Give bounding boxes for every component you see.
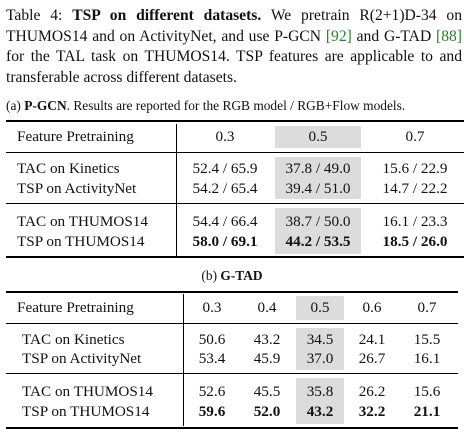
pgcn-cell: 39.4 / 51.0 [285,180,351,197]
gtad-header-highlight [296,296,344,320]
gtad-cell: 26.2 [358,383,386,400]
gtad-cell: 15.6 [413,383,441,400]
caption-text-1: We pretrain R(2+1)D-34 on THUMOS14 and o… [6,7,462,45]
pgcn-header-col-2: 0.5 [308,128,328,145]
gtad-cell: 34.5 [306,331,334,348]
pgcn-cell: 52.4 / 65.9 [192,160,258,177]
gtad-cell: 43.2 [253,331,281,348]
gtad-cell-best: 59.6 [198,403,226,420]
pgcn-cell-best: 44.2 / 53.5 [285,233,351,250]
pgcn-subcaption-prefix: (a) [6,98,21,113]
gtad-cell-best: 32.2 [358,403,386,420]
pgcn-row-label: TAC on THUMOS14 [17,213,148,230]
gtad-header-row-label: Feature Pretraining [17,299,134,316]
gtad-header-col-4: 0.6 [362,299,382,316]
pgcn-header-highlight [275,126,361,148]
pgcn-subcaption-name: P-GCN [24,98,67,113]
pgcn-cell: 14.7 / 22.2 [382,180,448,197]
pgcn-row-label: TSP on THUMOS14 [17,233,145,250]
gtad-cell: 35.8 [306,383,334,400]
gtad-group2-highlight [296,378,344,424]
pgcn-subcaption: (a) P-GCN. Results are reported for the … [6,98,464,114]
pgcn-cell-best: 18.5 / 26.0 [382,233,448,250]
caption-label: Table 4: [6,7,63,24]
pgcn-group2-highlight [275,208,361,254]
pgcn-cell: 15.6 / 22.9 [382,160,448,177]
caption-text-2: and G-TAD [356,27,432,45]
pgcn-header-col-3: 0.7 [405,128,425,145]
gtad-group1-highlight [296,328,344,370]
gtad-cell: 37.0 [306,350,334,367]
pgcn-subcaption-rest: . Results are reported for the RGB model… [66,98,406,113]
gtad-subcaption-prefix: (b) [201,268,218,283]
pgcn-cell: 37.8 / 49.0 [285,160,351,177]
pgcn-column-divider [176,124,177,256]
gtad-cell-best: 21.1 [413,403,441,420]
gtad-header-col-5: 0.7 [417,299,437,316]
gtad-cell-best: 43.2 [306,403,334,420]
pgcn-header-col-1: 0.3 [215,128,235,145]
pgcn-header-rule [6,152,464,153]
caption-title: TSP on different datasets. [72,7,262,24]
pgcn-group-rule [6,203,464,204]
pgcn-top-rule [6,120,464,122]
pgcn-group1-highlight [275,157,361,199]
gtad-column-divider [183,294,184,426]
pgcn-row-label: TSP on ActivityNet [17,180,137,197]
pgcn-cell: 16.1 / 23.3 [382,213,448,230]
pgcn-cell: 38.7 / 50.0 [285,213,351,230]
pgcn-cell-best: 58.0 / 69.1 [192,233,258,250]
gtad-top-rule [6,291,458,293]
pgcn-cell: 54.4 / 66.4 [192,213,258,230]
pgcn-row-label: TAC on Kinetics [17,160,120,177]
gtad-cell: 52.6 [198,383,226,400]
citation-link-pgcn[interactable]: [92] [325,27,352,45]
gtad-row-label: TSP on THUMOS14 [22,403,150,420]
table-caption: Table 4: TSP on different datasets. We p… [6,6,462,88]
pgcn-cell: 54.2 / 65.4 [192,180,258,197]
gtad-subcaption: (b) G-TAD [0,268,464,284]
pgcn-header-row-label: Feature Pretraining [17,128,134,145]
gtad-cell: 26.7 [358,350,386,367]
gtad-cell-best: 52.0 [253,403,281,420]
citation-link-gtad[interactable]: [88] [436,27,462,45]
gtad-bottom-rule [6,427,458,429]
gtad-row-label: TAC on Kinetics [22,331,125,348]
gtad-header-col-3: 0.5 [310,299,330,316]
gtad-cell: 45.5 [253,383,281,400]
gtad-row-label: TAC on THUMOS14 [22,383,153,400]
gtad-cell: 45.9 [253,350,281,367]
gtad-row-label: TSP on ActivityNet [22,350,142,367]
gtad-header-rule [6,323,458,324]
gtad-cell: 53.4 [198,350,226,367]
gtad-cell: 50.6 [198,331,226,348]
gtad-cell: 16.1 [413,350,441,367]
gtad-group-rule [6,373,458,374]
pgcn-bottom-rule [6,256,464,258]
caption-text-3: for the TAL task on THUMOS14. TSP featur… [6,48,462,86]
gtad-cell: 15.5 [413,331,441,348]
gtad-subcaption-name: G-TAD [220,268,263,283]
gtad-cell: 24.1 [358,331,386,348]
gtad-header-col-2: 0.4 [257,299,277,316]
gtad-header-col-1: 0.3 [202,299,222,316]
